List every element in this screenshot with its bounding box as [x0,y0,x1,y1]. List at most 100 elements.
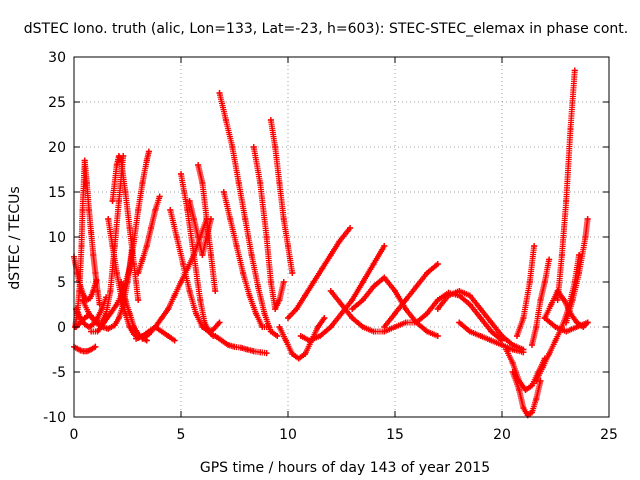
data-point [537,297,544,303]
data-point [222,117,229,123]
data-point [267,328,274,335]
data-point [306,337,313,344]
data-point [276,324,283,330]
y-tick-label: -5 [52,365,66,381]
data-point [165,306,172,312]
data-point [272,306,279,312]
series-1 [71,343,99,355]
data-point [115,198,122,204]
x-tick-label: 10 [279,427,297,443]
data-point [244,346,251,353]
data-point [216,319,223,326]
data-point [199,180,206,186]
data-point [231,343,238,350]
data-point [171,337,178,344]
data-point [122,297,129,303]
data-point [402,297,409,303]
data-point [165,333,172,339]
data-point [88,328,95,335]
y-tick-label: 10 [48,230,66,246]
data-point [252,310,259,317]
data-point [563,328,570,335]
data-point [381,243,388,249]
data-point [212,288,219,294]
data-point [207,252,214,258]
data-point [197,297,204,303]
data-point [74,345,81,352]
data-point [282,337,289,344]
data-point [167,207,174,213]
data-point [135,297,142,303]
data-point [186,288,193,294]
data-point [201,319,208,326]
x-tick-label: 5 [177,427,186,443]
data-point [94,288,101,294]
series-10 [135,193,163,276]
y-tick-label: 5 [57,275,66,291]
data-point [576,252,583,258]
data-point [267,279,274,285]
series-27 [381,261,441,330]
data-point [156,193,163,200]
series-13 [167,207,223,335]
data-point [522,387,529,393]
series-8 [109,153,142,303]
data-point [250,144,257,150]
data-point [531,243,538,249]
data-point [445,292,452,299]
data-point [143,243,150,249]
data-point [180,261,187,267]
data-point [113,270,120,276]
data-point [92,319,99,326]
data-point [233,243,240,249]
series-7 [105,216,146,341]
series-34 [528,256,553,348]
data-point [310,279,317,285]
data-point [276,297,283,303]
data-point [105,325,112,332]
data-point [109,243,116,249]
series-16 [195,162,219,294]
data-point [109,198,116,204]
y-tick-label: 20 [48,140,66,156]
data-point [488,337,495,344]
data-point [359,297,366,303]
data-point [280,279,287,285]
data-point [90,252,97,258]
data-point [242,216,249,222]
data-point [466,292,473,299]
series-25 [327,288,420,335]
data-point [370,283,377,290]
data-point [216,90,223,96]
data-point [139,180,146,186]
data-point [302,351,309,357]
data-point [509,346,516,353]
data-point [274,333,281,339]
x-tick-label: 25 [600,427,618,443]
data-point [267,117,274,123]
data-point [338,310,345,317]
data-point [122,189,129,195]
data-point [235,180,242,186]
data-point [257,349,264,356]
data-point [349,306,356,312]
data-point [381,324,388,330]
data-point [115,315,122,321]
data-point [571,67,578,74]
data-point [263,234,270,240]
data-point [94,328,101,335]
data-point [77,315,84,321]
data-point [402,306,409,312]
data-point [584,216,591,222]
data-point [499,333,505,339]
data-point [477,333,484,339]
data-point [434,306,441,312]
axes: 0 5 10 15 20 25 -10 -5 0 5 10 15 20 25 30 [43,50,618,443]
series-22 [276,315,328,362]
data-point [392,310,398,317]
data-point [349,315,356,321]
data-point [541,315,548,321]
data-point [338,301,345,308]
series-37 [554,67,578,303]
data-point [178,171,184,177]
